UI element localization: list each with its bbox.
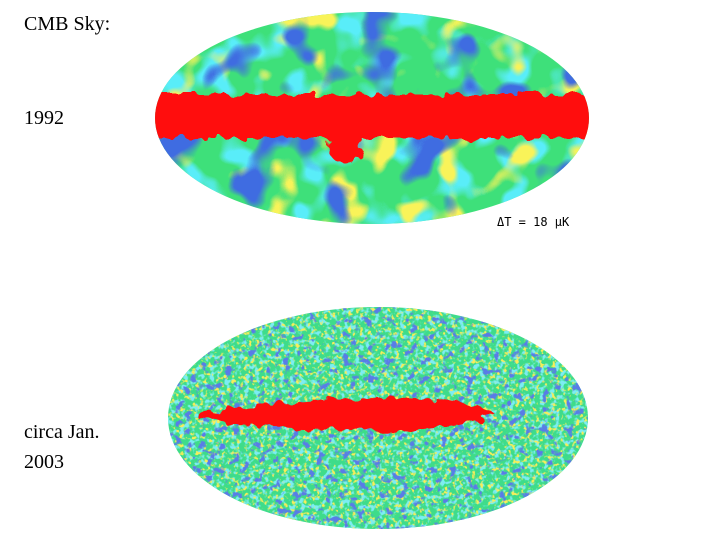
sky-map-1992	[155, 12, 589, 224]
map-label: circa Jan.	[24, 421, 100, 443]
sky-map-2003	[168, 307, 588, 529]
map-label: 1992	[24, 107, 64, 129]
slide-title: CMB Sky:	[24, 13, 110, 35]
map-label: 2003	[24, 451, 64, 473]
scale-note: ΔT = 18 μK	[497, 215, 570, 229]
